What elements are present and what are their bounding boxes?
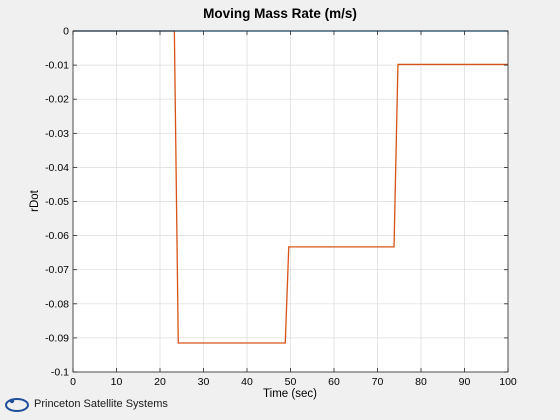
y-tick-label: -0.09	[45, 332, 69, 344]
x-tick-label: 40	[241, 376, 253, 388]
y-tick-label: 0	[63, 26, 69, 38]
company-name: Princeton Satellite Systems	[34, 398, 168, 410]
y-tick-label: -0.1	[51, 367, 69, 379]
x-tick-label: 80	[415, 376, 427, 388]
x-tick-label: 20	[154, 376, 166, 388]
series-line	[73, 30, 508, 344]
x-tick-label: 10	[111, 376, 123, 388]
x-tick-label: 100	[499, 376, 517, 388]
y-tick-label: -0.03	[45, 128, 69, 140]
y-tick-label: -0.05	[45, 196, 69, 208]
y-tick-label: -0.08	[45, 298, 69, 310]
y-axis-label: rDot	[29, 189, 41, 212]
y-tick-label: -0.01	[45, 60, 69, 72]
x-tick-label: 30	[198, 376, 210, 388]
x-tick-label: 0	[70, 376, 76, 388]
x-tick-label: 70	[372, 376, 384, 388]
satellite-logo-icon	[5, 398, 29, 412]
y-tick-label: -0.04	[45, 162, 69, 174]
chart-title: Moving Mass Rate (m/s)	[203, 6, 357, 21]
x-tick-label: 50	[285, 376, 297, 388]
x-tick-label: 60	[328, 376, 340, 388]
y-tick-label: -0.07	[45, 264, 69, 276]
y-tick-label: -0.02	[45, 94, 69, 106]
brand-footer: Princeton Satellite Systems	[4, 392, 168, 416]
y-tick-label: -0.06	[45, 230, 69, 242]
x-axis-label: Time (sec)	[263, 388, 317, 400]
x-tick-label: 90	[459, 376, 471, 388]
ticks: 0 10 20 30 40 50 60 70 80 90 100 0 -0.01 -0.02 -0.03 -0…	[45, 26, 517, 389]
